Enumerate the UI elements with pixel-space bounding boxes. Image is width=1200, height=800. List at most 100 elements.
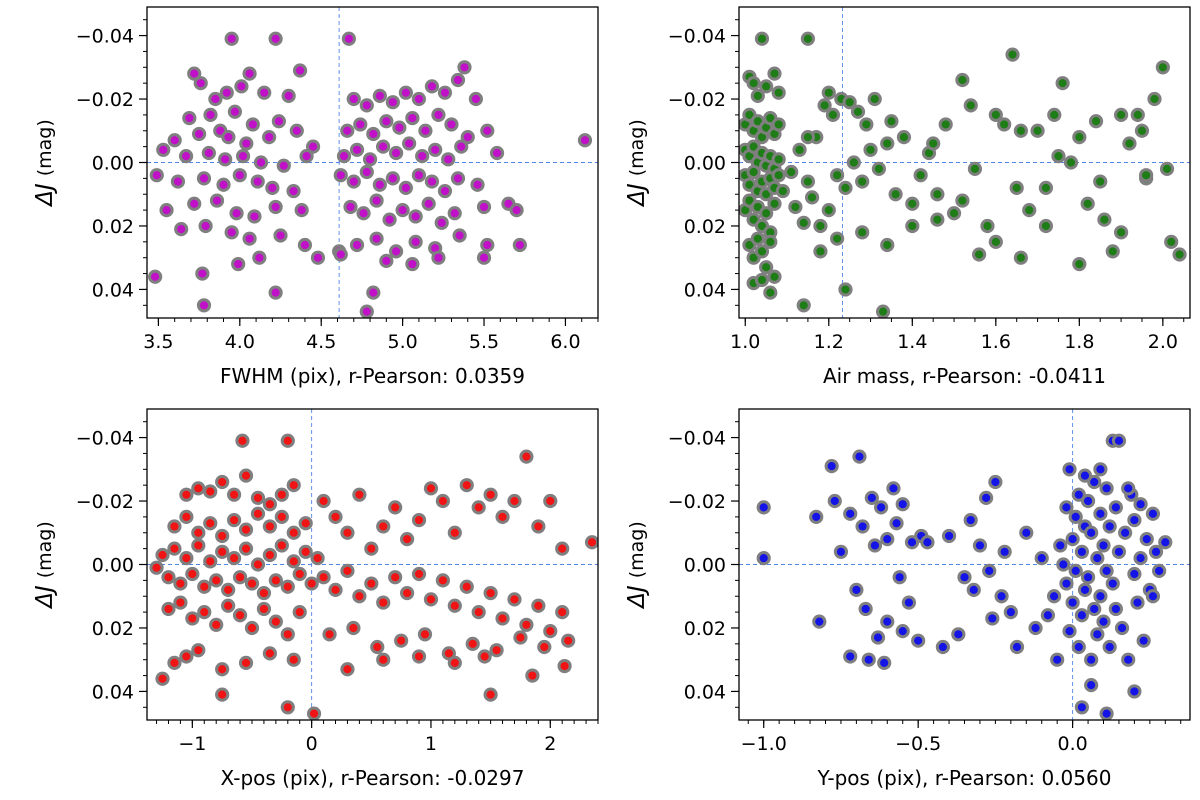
data-point	[346, 174, 361, 189]
data-point	[292, 63, 308, 78]
x-tick-label: 1.6	[981, 331, 1011, 353]
data-point	[495, 509, 510, 524]
data-point	[423, 481, 439, 496]
data-point	[867, 91, 882, 107]
data-point	[238, 468, 254, 483]
data-point	[480, 123, 495, 138]
data-point	[450, 171, 466, 186]
data-point	[398, 85, 413, 100]
data-point	[830, 231, 845, 246]
data-point	[395, 203, 410, 218]
data-point	[531, 519, 546, 534]
data-point	[1093, 174, 1108, 189]
data-point	[1050, 652, 1065, 667]
data-point	[750, 88, 765, 103]
data-point	[1071, 639, 1086, 655]
scatter-panel-4: −1.0 −0.5 0.0 −0.04 −0.02 0.00 0.02 0.04 Y-pos (…	[624, 408, 1191, 790]
data-point	[1102, 519, 1117, 534]
data-point	[366, 285, 381, 300]
data-point	[428, 142, 443, 157]
y-tick-label: 0.00	[684, 153, 726, 175]
data-point	[310, 250, 326, 265]
data-point	[889, 516, 904, 531]
data-point	[170, 174, 186, 189]
data-point	[555, 605, 570, 620]
data-point	[203, 516, 218, 531]
scatter-panel-3: −1 0 1 2 −0.04 −0.02 0.00 0.02 0.04 X-pos (pix), …	[32, 408, 599, 790]
data-point	[250, 174, 265, 189]
data-point	[507, 592, 522, 607]
y-tick-label: 0.04	[684, 279, 726, 301]
data-point	[411, 512, 427, 528]
data-point	[880, 532, 895, 547]
data-point	[459, 478, 474, 493]
data-point	[444, 117, 459, 132]
data-point	[905, 218, 920, 234]
data-point	[274, 487, 289, 502]
data-point	[408, 234, 423, 249]
data-point	[1059, 500, 1074, 515]
data-point	[957, 570, 972, 585]
data-point	[1009, 180, 1024, 195]
data-point	[161, 570, 176, 585]
data-point	[431, 250, 446, 265]
data-point	[250, 506, 266, 521]
data-point	[349, 237, 365, 253]
data-point	[1059, 576, 1074, 591]
data-point	[271, 114, 286, 129]
data-point	[483, 487, 498, 502]
data-point	[280, 433, 295, 448]
y-tick-label: 0.04	[92, 681, 134, 703]
x-tick-label: −1.0	[741, 733, 787, 755]
data-point	[886, 481, 901, 496]
data-point	[1019, 525, 1034, 540]
data-point	[788, 199, 803, 215]
data-point	[226, 487, 242, 502]
data-point	[424, 174, 440, 189]
data-point	[352, 487, 367, 502]
data-point	[191, 643, 206, 658]
data-point	[775, 183, 790, 199]
data-point	[215, 474, 230, 490]
data-point	[346, 91, 361, 107]
data-point	[167, 655, 182, 670]
data-point	[750, 231, 765, 246]
data-point	[1003, 605, 1018, 620]
data-point	[402, 136, 417, 151]
data-point	[861, 652, 876, 667]
data-point	[268, 31, 283, 46]
data-point	[257, 85, 272, 100]
data-point	[982, 563, 997, 578]
data-point	[281, 88, 296, 103]
data-point	[1090, 551, 1105, 566]
data-point	[280, 700, 295, 715]
data-point	[328, 509, 343, 524]
data-point	[892, 570, 907, 585]
data-point	[1068, 563, 1083, 578]
data-point	[997, 544, 1012, 559]
data-point	[813, 244, 828, 259]
data-point	[843, 649, 858, 664]
data-point	[1130, 107, 1145, 122]
data-point	[966, 582, 981, 597]
data-point	[967, 161, 983, 176]
x-tick-label: 1.4	[897, 331, 927, 353]
y-axis-label: ΔJ (mag)	[624, 521, 650, 610]
data-point	[1087, 474, 1102, 490]
data-point	[904, 535, 920, 550]
data-point	[1022, 203, 1037, 218]
data-point	[411, 566, 427, 582]
data-point	[392, 120, 407, 135]
data-point	[1130, 595, 1145, 610]
data-point	[507, 493, 522, 509]
data-point	[195, 266, 210, 281]
data-point	[555, 541, 570, 556]
data-point	[232, 570, 248, 585]
x-axis-label: X-pos (pix), r-Pearson: -0.0297	[221, 766, 525, 790]
data-point	[1136, 633, 1151, 648]
data-point	[415, 149, 430, 164]
data-point	[1155, 60, 1170, 75]
data-point	[895, 624, 910, 639]
scatter-panel-2: 1.0 1.2 1.4 1.6 1.8 2.0 −0.04 −0.02 0.00 0.02 0.04…	[624, 6, 1191, 388]
